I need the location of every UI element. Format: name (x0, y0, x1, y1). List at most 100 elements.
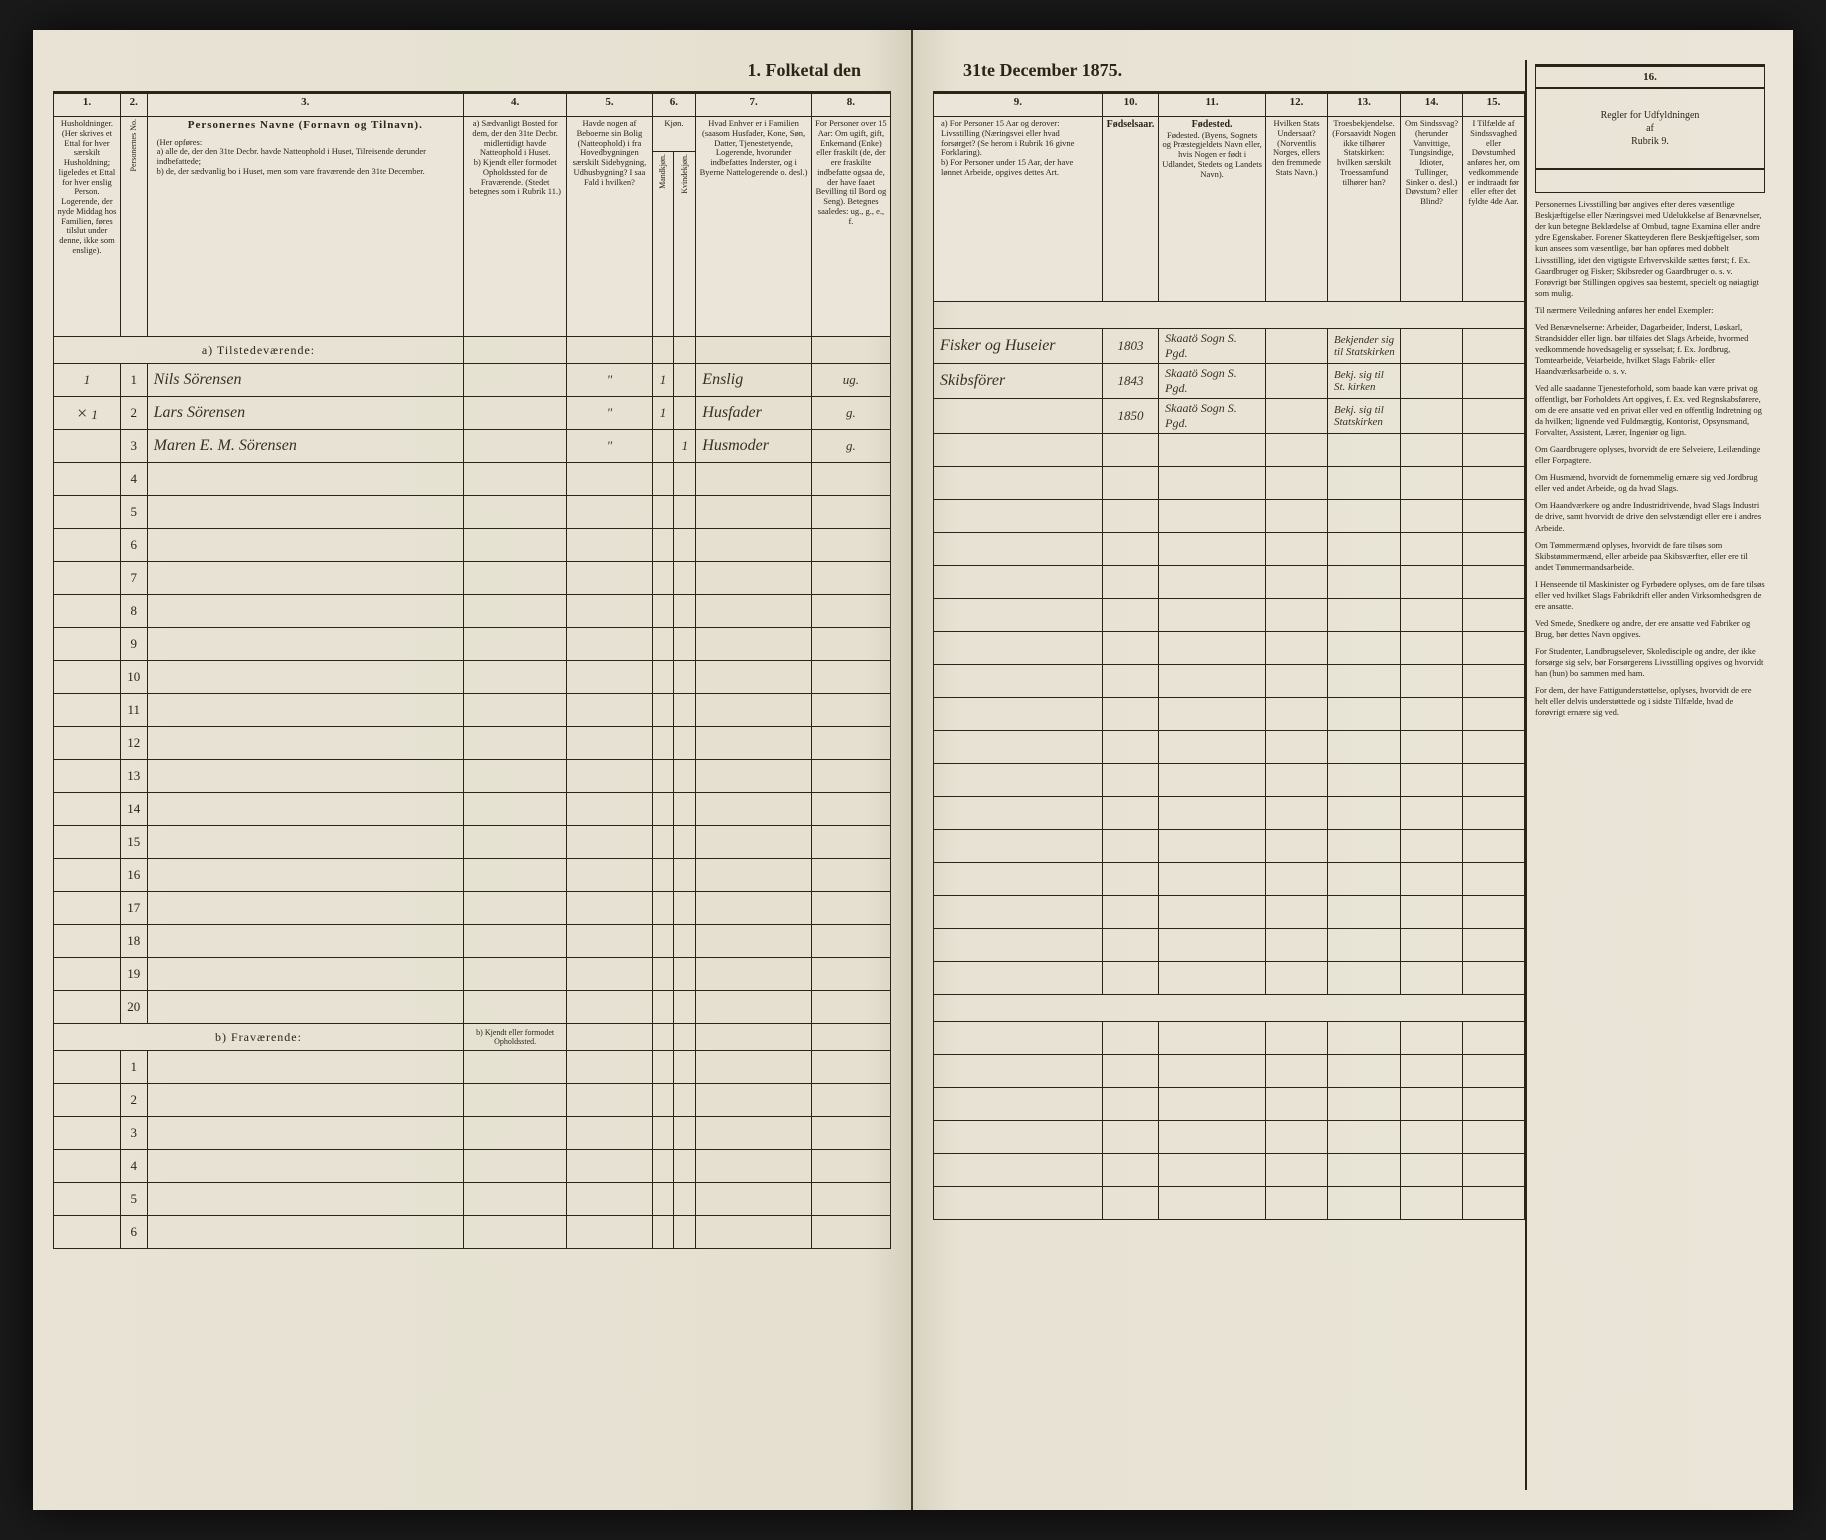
cell-c14 (1401, 399, 1463, 434)
col-1: 1. (54, 93, 121, 117)
cell-c6b (674, 364, 696, 397)
cell-c9: Skibsförer (934, 364, 1103, 399)
cell-c10: 1850 (1102, 399, 1158, 434)
table-row (934, 731, 1525, 764)
section-a-label: a) Tilstedeværende: (54, 337, 464, 364)
table-row (934, 896, 1525, 929)
table-row: 5 (54, 496, 891, 529)
rubrik-p: Om Haandværkere og andre Industridrivend… (1535, 500, 1765, 533)
cell-c6a (652, 430, 674, 463)
cell-c13: Bekj. sig til Statskirken (1327, 399, 1400, 434)
table-row: 16 (54, 859, 891, 892)
hdr-1: Husholdninger. (Her skrives et Ettal for… (54, 117, 121, 337)
cell-c12 (1266, 399, 1328, 434)
rubrik-p: Ved Benævnelserne: Arbeider, Dagarbeider… (1535, 322, 1765, 377)
cell-c10: 1803 (1102, 329, 1158, 364)
hdr-9: a) For Personer 15 Aar og derover: Livss… (934, 117, 1103, 302)
table-row (934, 962, 1525, 995)
table-row: 10 (54, 661, 891, 694)
cell-rownum: 2 (120, 397, 147, 430)
cell-c11: Skaatö Sogn S. Pgd. (1159, 329, 1266, 364)
cell-household (54, 430, 121, 463)
col-11: 11. (1159, 93, 1266, 117)
cell-c5: " (567, 397, 652, 430)
col-7: 7. (696, 93, 812, 117)
cell-c6b: 1 (674, 430, 696, 463)
table-row: 11 (54, 694, 891, 727)
cell-c4 (463, 397, 566, 430)
table-row (934, 830, 1525, 863)
table-row (934, 599, 1525, 632)
col-16: 16. (1535, 64, 1765, 88)
col-14: 14. (1401, 93, 1463, 117)
cell-c6a: 1 (652, 397, 674, 430)
col-8: 8. (811, 93, 890, 117)
table-row: 1850Skaatö Sogn S. Pgd.Bekj. sig til Sta… (934, 399, 1525, 434)
cell-c10: 1843 (1102, 364, 1158, 399)
table-row: 13 (54, 760, 891, 793)
cell-c15 (1463, 329, 1525, 364)
table-row (934, 500, 1525, 533)
table-row: 6 (54, 529, 891, 562)
table-row (934, 467, 1525, 500)
table-row: 17 (54, 892, 891, 925)
table-row (934, 863, 1525, 896)
left-page: 1. Folketal den 1. 2. 3. 4. 5. 6. 7. 8. … (33, 30, 913, 1510)
table-row: 3Maren E. M. Sörensen"1Husmoderg. (54, 430, 891, 463)
cell-c13: Bekjender sig til Statskirken (1327, 329, 1400, 364)
cell-household: × 1 (54, 397, 121, 430)
table-row: 5 (54, 1183, 891, 1216)
table-row (934, 665, 1525, 698)
table-row: 4 (54, 463, 891, 496)
table-row (934, 1154, 1525, 1187)
page-title-left: 1. Folketal den (53, 60, 891, 91)
rubrik-p: Ved Smede, Snedkere og andre, der ere an… (1535, 618, 1765, 640)
table-row (934, 1022, 1525, 1055)
hdr-13: Troesbekjendelse. (Forsaavidt Nogen ikke… (1327, 117, 1400, 302)
col-15: 15. (1463, 93, 1525, 117)
rubrik-p: For dem, der have Fattigunderstøttelse, … (1535, 685, 1765, 718)
cell-rownum: 3 (120, 430, 147, 463)
table-row (934, 698, 1525, 731)
cell-c6a: 1 (652, 364, 674, 397)
table-row: 20 (54, 991, 891, 1024)
cell-c15 (1463, 399, 1525, 434)
table-row: 2 (54, 1084, 891, 1117)
hdr-6a: Mandkjøn. (652, 152, 674, 337)
col-13: 13. (1327, 93, 1400, 117)
table-row (934, 797, 1525, 830)
col-5: 5. (567, 93, 652, 117)
col-2: 2. (120, 93, 147, 117)
cell-name: Lars Sörensen (147, 397, 463, 430)
cell-name: Nils Sörensen (147, 364, 463, 397)
cell-c12 (1266, 329, 1328, 364)
hdr-14: Om Sindssvag? (herunder Vanvittige, Tung… (1401, 117, 1463, 302)
table-row (934, 632, 1525, 665)
col-9: 9. (934, 93, 1103, 117)
cell-c7: Husfader (696, 397, 812, 430)
table-row (934, 533, 1525, 566)
cell-c13: Bekj. sig til St. kirken (1327, 364, 1400, 399)
hdr-10: Fødselsaar. (1102, 117, 1158, 302)
rubrik-p: For Studenter, Landbrugselever, Skoledis… (1535, 646, 1765, 679)
table-row (934, 764, 1525, 797)
table-row (934, 1187, 1525, 1220)
hdr-8: For Personer over 15 Aar: Om ugift, gift… (811, 117, 890, 337)
rubrik-p: Om Husmænd, hvorvidt de fornemmelig ernæ… (1535, 472, 1765, 494)
hdr-7: Hvad Enhver er i Familien (saasom Husfad… (696, 117, 812, 337)
section-b-label: b) Fraværende: (54, 1024, 464, 1051)
census-table-left: 1. 2. 3. 4. 5. 6. 7. 8. Husholdninger. (… (53, 91, 891, 1249)
table-row: 3 (54, 1117, 891, 1150)
table-row: 11Nils Sörensen"1Ensligug. (54, 364, 891, 397)
cell-c6b (674, 397, 696, 430)
right-page: 31te December 1875. 9. 10. 11. 12. 13. 1… (913, 30, 1793, 1510)
cell-name: Maren E. M. Sörensen (147, 430, 463, 463)
rubrik-p: Personernes Livsstilling bør angives eft… (1535, 199, 1765, 298)
table-row: Fisker og Huseier1803Skaatö Sogn S. Pgd.… (934, 329, 1525, 364)
cell-c5: " (567, 430, 652, 463)
cell-c15 (1463, 364, 1525, 399)
hdr-11: Fødested. Fødested. (Byens, Sognets og P… (1159, 117, 1266, 302)
rubrik-p: Til nærmere Veiledning anføres her endel… (1535, 305, 1765, 316)
rubrik-subtitle: Regler for Udfyldningen af Rubrik 9. (1535, 88, 1765, 170)
table-row (934, 566, 1525, 599)
